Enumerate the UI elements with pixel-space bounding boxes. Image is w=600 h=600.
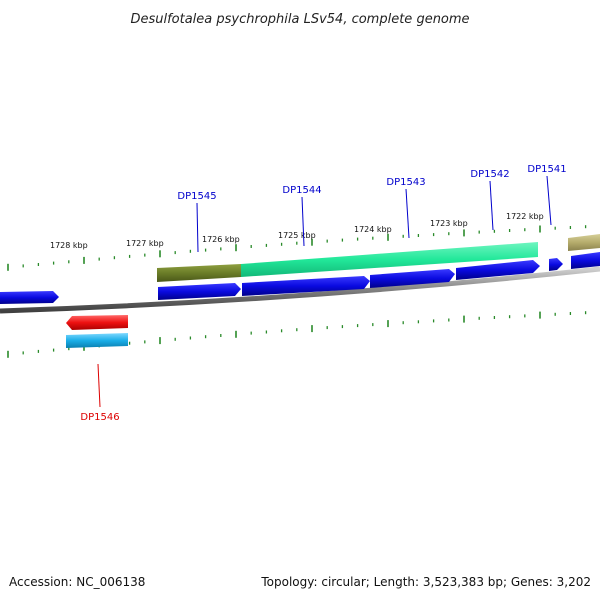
cog-block-olive bbox=[157, 264, 241, 282]
leader-dp1541 bbox=[546, 175, 552, 226]
gene-label-dp1542[interactable]: DP1542 bbox=[470, 169, 509, 180]
scale-label-1725: 1725 kbp bbox=[278, 231, 316, 240]
leader-dp1544 bbox=[301, 196, 305, 247]
leader-dp1542 bbox=[489, 180, 494, 231]
gene-label-dp1546[interactable]: DP1546 bbox=[80, 412, 119, 423]
genome-backbone bbox=[0, 266, 600, 314]
cog-block-cyan bbox=[66, 333, 128, 348]
accession-text: Accession: NC_006138 bbox=[9, 575, 145, 589]
map-title: Desulfotalea psychrophila LSv54, complet… bbox=[130, 12, 469, 27]
leader-dp1545 bbox=[196, 202, 199, 253]
scale-label-1724: 1724 kbp bbox=[354, 225, 392, 234]
gene-arrow-dp1541[interactable] bbox=[549, 258, 563, 271]
gene-labels: DP1545 DP1544 DP1543 DP1542 DP1541 DP154… bbox=[80, 164, 566, 423]
leader-dp1543 bbox=[405, 188, 410, 239]
gene-arrow-dp1544[interactable] bbox=[242, 276, 370, 296]
gene-label-leaders bbox=[97, 175, 552, 408]
gene-arrow-dp1545[interactable] bbox=[158, 283, 241, 300]
forward-genes bbox=[0, 252, 600, 304]
scale-label-1723: 1723 kbp bbox=[430, 219, 468, 228]
gene-arrow-dp1543[interactable] bbox=[370, 269, 455, 288]
gene-label-dp1545[interactable]: DP1545 bbox=[177, 191, 216, 202]
scale-label-1722: 1722 kbp bbox=[506, 212, 544, 221]
genome-summary-text: Topology: circular; Length: 3,523,383 bp… bbox=[260, 575, 591, 589]
scale-labels: 1728 kbp 1727 kbp 1726 kbp 1725 kbp 1724… bbox=[50, 212, 544, 250]
gene-label-dp1543[interactable]: DP1543 bbox=[386, 177, 425, 188]
scale-label-1727: 1727 kbp bbox=[126, 239, 164, 248]
cog-track-forward bbox=[157, 234, 600, 282]
scale-label-1726: 1726 kbp bbox=[202, 235, 240, 244]
gene-arrow-right-edge[interactable] bbox=[571, 252, 600, 269]
scale-ticks-outer bbox=[7, 225, 587, 271]
cog-track-reverse bbox=[66, 333, 128, 348]
gene-label-dp1541[interactable]: DP1541 bbox=[527, 164, 566, 175]
gene-arrow-left-edge[interactable] bbox=[0, 291, 59, 304]
scale-label-1728: 1728 kbp bbox=[50, 241, 88, 250]
gene-arrow-dp1542[interactable] bbox=[456, 260, 540, 280]
gene-arrow-dp1546[interactable] bbox=[66, 315, 128, 330]
cog-block-teal bbox=[241, 242, 538, 277]
gene-label-dp1544[interactable]: DP1544 bbox=[282, 185, 321, 196]
leader-dp1546 bbox=[97, 363, 101, 408]
cog-block-tan bbox=[568, 234, 600, 251]
reverse-genes bbox=[66, 315, 128, 330]
